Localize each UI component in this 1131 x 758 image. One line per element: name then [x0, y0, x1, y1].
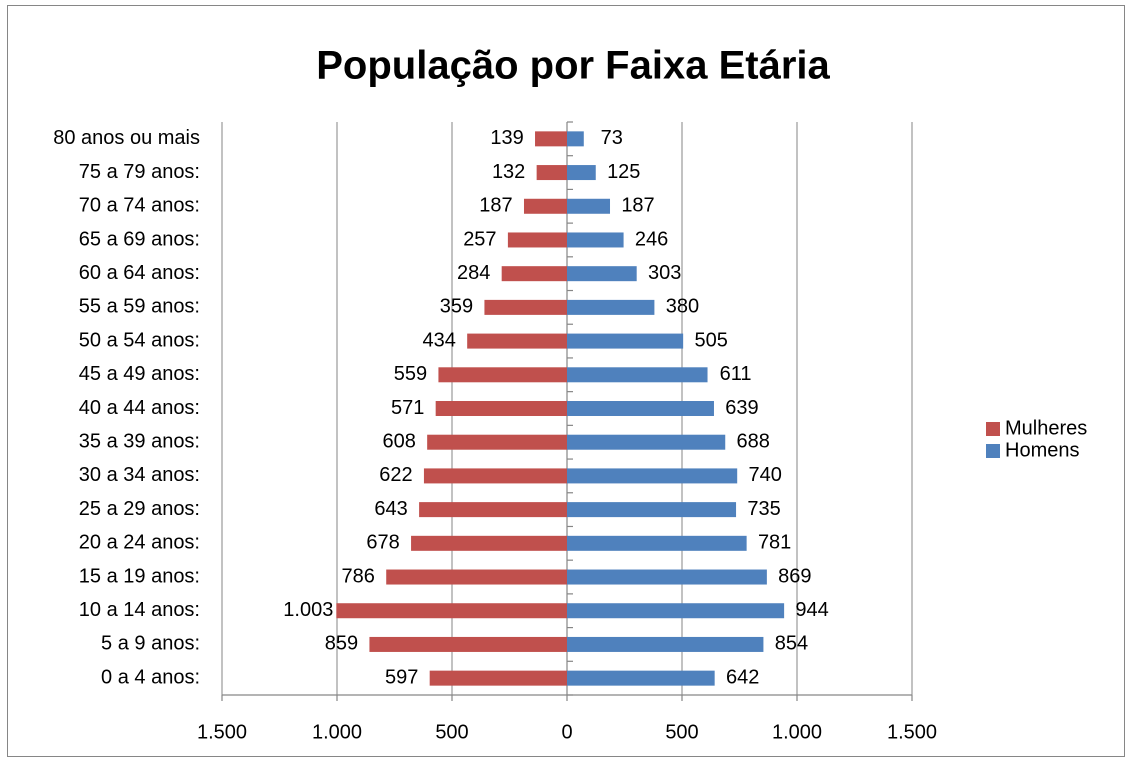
data-label: 187: [479, 195, 512, 217]
data-label: 303: [648, 262, 681, 284]
x-tick-label: 500: [665, 721, 698, 743]
data-label: 597: [385, 666, 418, 688]
bar: [567, 502, 737, 518]
x-tick-label: 500: [435, 721, 468, 743]
bar: [435, 401, 567, 416]
bar: [567, 401, 714, 416]
y-tick-label: 10 a 14 anos:: [79, 599, 200, 621]
data-label: 622: [379, 464, 412, 486]
data-label: 359: [440, 296, 473, 318]
chart-title: População por Faixa Etária: [316, 44, 830, 88]
x-tick-label: 1.000: [312, 721, 362, 743]
legend-label: Mulheres: [1005, 417, 1087, 439]
y-tick-label: 65 a 69 anos:: [79, 228, 200, 250]
data-label: 246: [635, 228, 668, 250]
y-tick-label: 20 a 24 anos:: [79, 532, 200, 554]
bar: [423, 468, 567, 484]
bar: [567, 232, 624, 248]
data-label: 859: [325, 633, 358, 655]
data-label: 781: [758, 532, 791, 554]
data-label: 571: [391, 397, 424, 419]
data-label: 257: [463, 228, 496, 250]
legend-label: Homens: [1005, 439, 1079, 461]
y-tick-label: 55 a 59 anos:: [79, 296, 200, 318]
bar: [567, 198, 611, 214]
data-label: 559: [394, 363, 427, 385]
y-tick-label: 80 anos ou mais: [53, 127, 200, 149]
y-tick-label: 45 a 49 anos:: [79, 363, 200, 385]
data-label: 735: [747, 498, 780, 520]
bar: [536, 165, 567, 181]
bar: [567, 165, 596, 181]
x-tick-label: 1.500: [887, 721, 937, 743]
y-tick-label: 60 a 64 anos:: [79, 262, 200, 284]
bar: [411, 535, 567, 551]
bar: [535, 131, 567, 147]
bar: [567, 266, 637, 282]
bar: [567, 636, 764, 652]
data-label: 688: [737, 430, 770, 452]
data-label: 854: [775, 633, 808, 655]
bar: [567, 670, 715, 686]
data-label: 187: [621, 195, 654, 217]
data-label: 639: [725, 397, 758, 419]
bar: [484, 299, 567, 315]
data-label: 125: [607, 161, 640, 183]
data-label: 740: [749, 464, 782, 486]
bar: [567, 333, 684, 349]
bar: [369, 636, 567, 652]
bar: [567, 535, 747, 551]
data-label: 434: [422, 329, 455, 351]
y-tick-label: 50 a 54 anos:: [79, 329, 200, 351]
data-label: 608: [382, 430, 415, 452]
data-label: 786: [342, 565, 375, 587]
y-tick-label: 5 a 9 anos:: [101, 633, 200, 655]
bar: [523, 198, 567, 214]
data-label: 132: [492, 161, 525, 183]
bar: [567, 468, 738, 484]
bar: [336, 603, 567, 619]
x-tick-label: 1.500: [197, 721, 247, 743]
legend-swatch: [986, 422, 1000, 436]
y-tick-label: 75 a 79 anos:: [79, 161, 200, 183]
bar: [567, 131, 584, 147]
y-tick-label: 15 a 19 anos:: [79, 565, 200, 587]
y-tick-label: 25 a 29 anos:: [79, 498, 200, 520]
data-label: 642: [726, 666, 759, 688]
data-label: 380: [666, 296, 699, 318]
y-tick-label: 40 a 44 anos:: [79, 397, 200, 419]
bar: [429, 670, 567, 686]
data-label: 643: [374, 498, 407, 520]
data-label: 1.003: [283, 599, 333, 621]
legend-swatch: [986, 444, 1000, 458]
data-label: 611: [720, 363, 752, 385]
bar: [567, 569, 767, 585]
bar: [467, 333, 567, 349]
y-tick-label: 0 a 4 anos:: [101, 666, 200, 688]
data-label: 869: [778, 565, 811, 587]
data-label: 678: [366, 532, 399, 554]
x-tick-label: 0: [561, 721, 572, 743]
data-label: 284: [457, 262, 490, 284]
data-label: 505: [694, 329, 727, 351]
bar: [419, 502, 567, 518]
bar: [501, 266, 567, 282]
bar: [567, 434, 726, 450]
bar: [567, 367, 708, 383]
data-label: 139: [490, 127, 523, 149]
y-tick-label: 30 a 34 anos:: [79, 464, 200, 486]
data-label: 944: [795, 599, 828, 621]
bar: [438, 367, 567, 383]
x-tick-label: 1.000: [772, 721, 822, 743]
y-tick-label: 35 a 39 anos:: [79, 430, 200, 452]
y-tick-label: 70 a 74 anos:: [79, 195, 200, 217]
bar: [567, 299, 655, 315]
bar: [386, 569, 567, 585]
bar: [507, 232, 567, 248]
data-label: 73: [601, 127, 623, 149]
bar: [567, 603, 785, 619]
bar: [427, 434, 567, 450]
